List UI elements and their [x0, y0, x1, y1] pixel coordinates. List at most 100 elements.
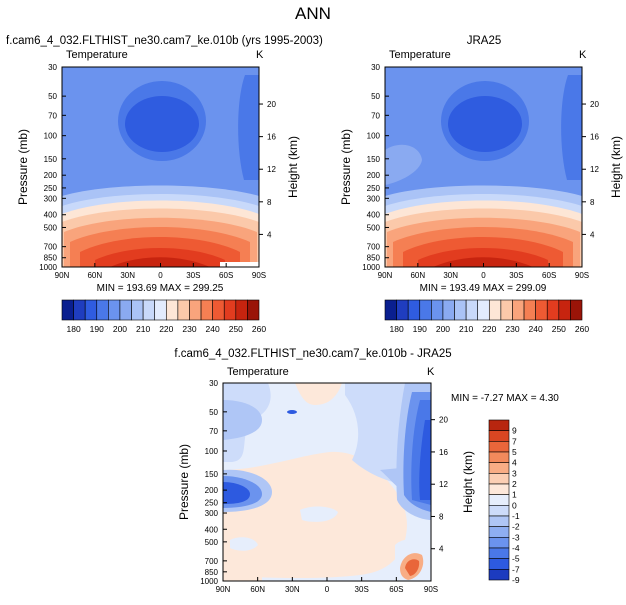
contour-field: [385, 67, 582, 267]
colorbar-label: 250: [229, 324, 243, 334]
x-tick-label: 90S: [252, 271, 266, 280]
colorbar-swatch: [523, 299, 536, 321]
y-tick-label: 1000: [362, 263, 380, 272]
units-label: K: [256, 49, 264, 61]
x-tick-label: 0: [325, 585, 330, 594]
x-tick-label: 90N: [216, 585, 231, 594]
colorbar-label: 4: [512, 458, 517, 468]
colorbar-label: -2: [512, 522, 520, 532]
colorbar-label: -4: [512, 543, 520, 553]
colorbar-swatch: [477, 299, 490, 321]
x-tick-label: 0: [158, 271, 163, 280]
x-tick-label: 60S: [542, 271, 556, 280]
colorbar-label: 210: [136, 324, 150, 334]
y-axis-title: Pressure (mb): [177, 444, 191, 520]
colorbar: 180 190 200 210 220 230 240 250 260: [384, 299, 589, 334]
colorbar-swatch: [535, 299, 548, 321]
panel-title: f.cam6_4_032.FLTHIST_ne30.cam7_ke.010b -…: [174, 348, 451, 360]
colorbar-swatch: [247, 299, 260, 321]
colorbar-label: 240: [529, 324, 543, 334]
colorbar-swatch: [558, 299, 571, 321]
y-tick-label: 200: [367, 171, 381, 180]
contour-band: [385, 144, 422, 185]
colorbar-label: 260: [252, 324, 266, 334]
y-tick-label: 30: [209, 379, 218, 388]
colorbar-swatch: [223, 299, 237, 321]
y-tick-label: 150: [44, 155, 58, 164]
colorbar-swatch: [465, 299, 479, 321]
y-tick-label: 70: [371, 111, 380, 120]
colorbar-swatch: [512, 299, 525, 321]
x-tick-label: 30S: [186, 271, 200, 280]
contour-band: [561, 75, 582, 180]
colorbar-swatch: [454, 299, 467, 321]
x-tick-label: 30N: [285, 585, 300, 594]
y-axis-title: Pressure (mb): [339, 129, 353, 205]
y2-tick-label: 20: [439, 416, 448, 425]
colorbar-label: 250: [552, 324, 566, 334]
y2-tick-label: 16: [590, 133, 599, 142]
colorbar-label: -5: [512, 554, 520, 564]
colorbar: 180 190 200 210 220 230 240 250 260: [61, 299, 266, 334]
y-tick-label: 70: [209, 427, 218, 436]
y2-tick-label: 8: [590, 198, 595, 207]
colorbar-label: 2: [512, 479, 517, 489]
y-tick-label: 400: [367, 211, 381, 220]
y2-tick-label: 4: [590, 230, 595, 239]
colorbar-swatch: [131, 299, 144, 321]
colorbar-swatch: [488, 494, 510, 506]
y2-tick-label: 16: [439, 448, 448, 457]
y-tick-label: 50: [209, 408, 218, 417]
colorbar-label: 3: [512, 468, 517, 478]
colorbar-label: -9: [512, 575, 520, 585]
y2-tick-label: 4: [267, 230, 272, 239]
y2-tick-label: 4: [439, 545, 444, 554]
colorbar-swatch: [154, 299, 167, 321]
colorbar-swatch: [108, 299, 121, 321]
y-tick-label: 850: [367, 254, 381, 263]
x-tick-label: 30N: [120, 271, 135, 280]
y-tick-label: 1000: [200, 577, 218, 586]
colorbar-swatch: [235, 299, 248, 321]
x-tick-label: 0: [481, 271, 486, 280]
colorbar-swatch: [488, 441, 510, 453]
contour-band: [448, 96, 522, 152]
y-tick-label: 100: [205, 447, 219, 456]
colorbar-swatch: [488, 537, 510, 549]
colorbar-swatch: [177, 299, 190, 321]
colorbar-swatch: [570, 299, 583, 321]
y2-tick-label: 12: [267, 165, 276, 174]
y-tick-label: 50: [48, 92, 57, 101]
colorbar-label: 1: [512, 490, 517, 500]
y-tick-label: 500: [44, 223, 58, 232]
contour-band: [405, 559, 420, 576]
x-tick-label: 90S: [575, 271, 589, 280]
y2-axis-title: Height (km): [286, 136, 300, 198]
colorbar-swatch: [119, 299, 132, 321]
y2-tick-label: 16: [267, 133, 276, 142]
y2-axis-title: Height (km): [609, 136, 623, 198]
colorbar-label: -7: [512, 564, 520, 574]
colorbar-label: 190: [413, 324, 427, 334]
y-tick-label: 100: [44, 132, 58, 141]
colorbar-swatch: [488, 505, 510, 517]
y-tick-label: 100: [367, 132, 381, 141]
colorbar-swatch: [200, 299, 213, 321]
colorbar-label: 180: [389, 324, 403, 334]
y-tick-label: 250: [44, 184, 58, 193]
x-tick-label: 90N: [378, 271, 393, 280]
y-tick-label: 30: [371, 63, 380, 72]
colorbar-label: 7: [512, 436, 517, 446]
y-tick-label: 500: [205, 538, 219, 547]
units-label: K: [427, 366, 435, 378]
y-tick-label: 50: [371, 92, 380, 101]
height-axis: 20 16 12 8 4: [582, 100, 599, 239]
colorbar-label: -1: [512, 511, 520, 521]
colorbar-label: 200: [113, 324, 127, 334]
colorbar-label: 260: [575, 324, 589, 334]
y-tick-label: 400: [44, 211, 58, 220]
y2-tick-label: 8: [267, 198, 272, 207]
